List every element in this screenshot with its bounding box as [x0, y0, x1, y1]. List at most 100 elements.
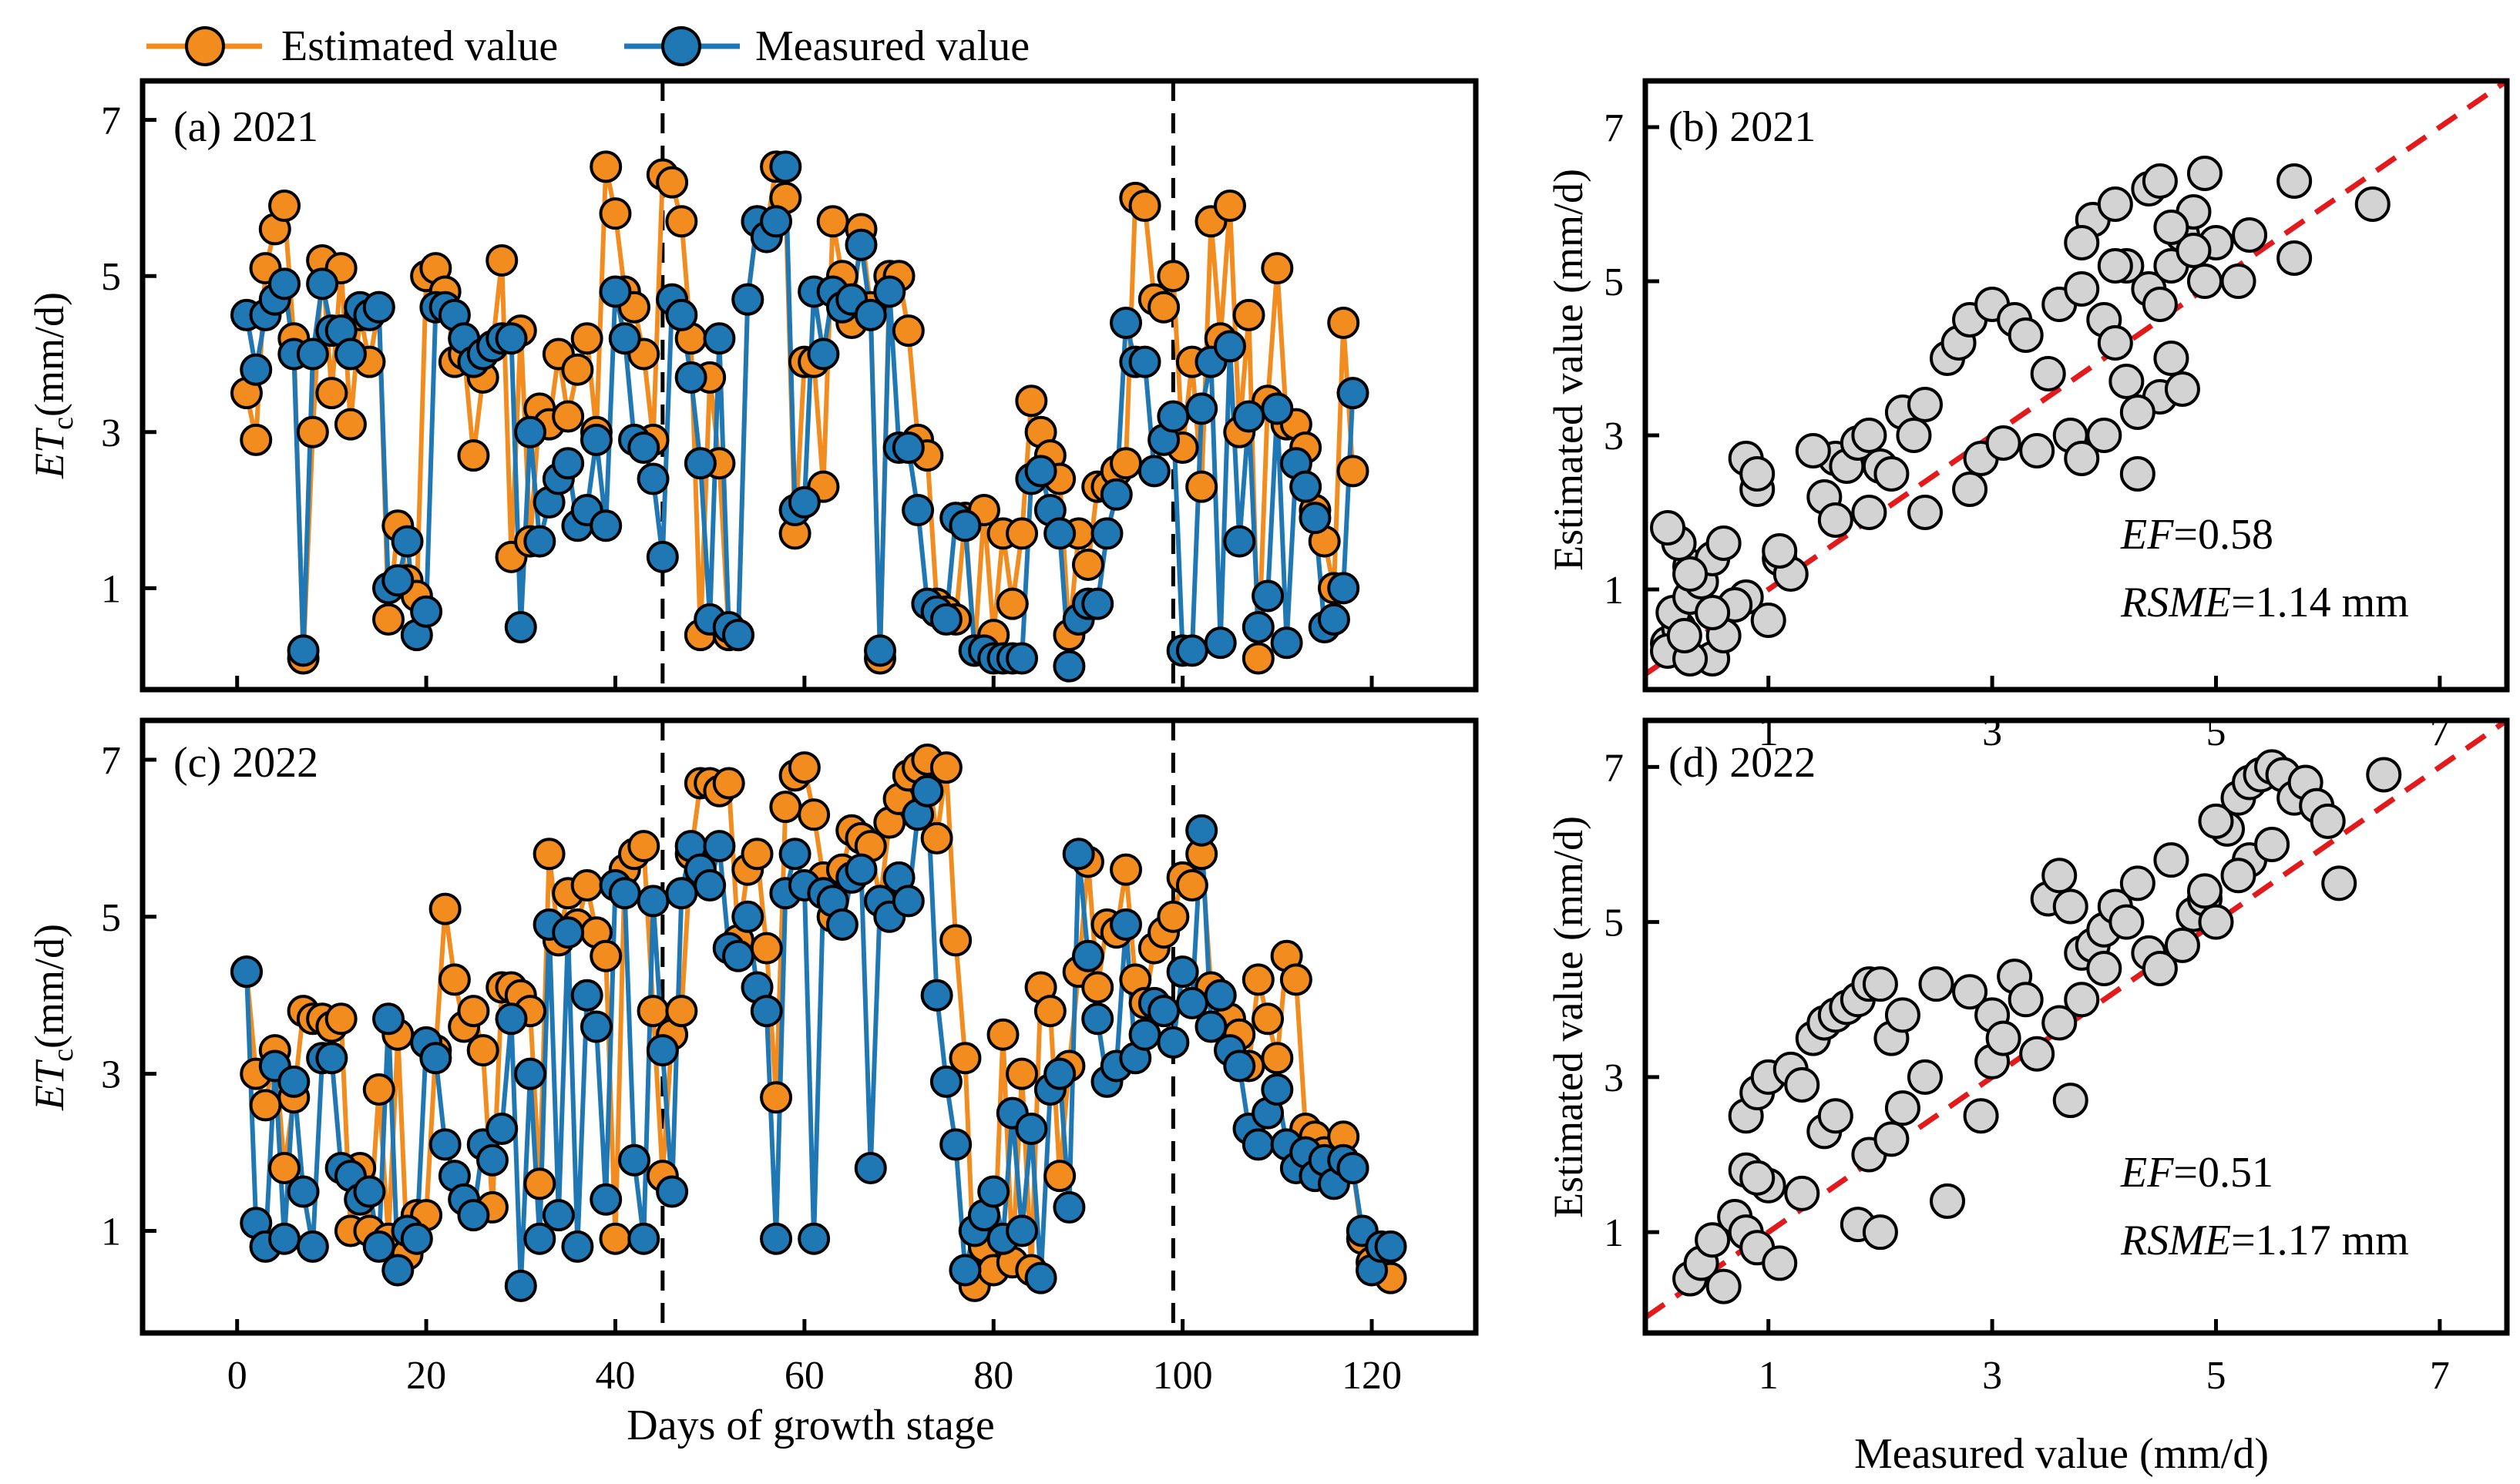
panel-c-series-1-point [892, 885, 925, 918]
panel-c-series-1-point [362, 1230, 395, 1263]
panel-c-series-1-point [381, 1254, 415, 1287]
panel-c-series-1-point [268, 1222, 301, 1255]
panel-b-scatter-point [2119, 456, 2155, 492]
panel-a-series-1-point [599, 275, 632, 308]
panel-a-ytick-label: 5 [101, 255, 121, 299]
panel-c-series-0-point [1006, 1057, 1039, 1090]
panel-d-ylabel: Estimated value (mm/d) [1545, 816, 1591, 1218]
panel-c-series-1-point [552, 916, 585, 949]
panel-c-series-0-point [1175, 869, 1208, 902]
panel-a-series-1-point [1213, 330, 1246, 363]
panel-c-series-1-point [760, 1222, 793, 1255]
panel-a-series-1-point [362, 290, 395, 324]
panel-c-series-1-point [618, 1143, 651, 1177]
panel-d-scatter-point [2198, 803, 2234, 839]
panel-c-series-0-point [523, 1167, 556, 1200]
panel-b-ytick-label: 3 [1604, 415, 1624, 458]
panel-a-series-1-point [504, 610, 537, 643]
panel-b-scatter-point [1952, 472, 1988, 507]
panel-c-series-1-point [1374, 1230, 1407, 1263]
panel-d-scatter-point [2008, 982, 2044, 1018]
panel-c-series-1-point [570, 979, 603, 1012]
legend: Estimated value Measured value [146, 22, 1030, 70]
panel-d-scatter-point [1884, 1090, 1920, 1126]
panel-a-series-1-point [1185, 392, 1218, 425]
panel-d-scatter-point [1985, 1020, 2021, 1056]
panel-c-xtick-label: 60 [785, 1354, 825, 1398]
panel-c-series-1-point [1071, 939, 1104, 972]
panel-a-ylabel-sub: c [47, 417, 79, 430]
panel-a-series-1-point [268, 267, 301, 300]
panel-c-series-1-point [475, 1143, 509, 1177]
panel-a-series-1-point [1081, 587, 1114, 620]
panel-b-scatter-point [1985, 425, 2021, 461]
panel-c-series-0-point [788, 751, 821, 784]
panel-d-xtick-label: 1 [1759, 1354, 1779, 1398]
panel-c-series-1-point [703, 830, 736, 863]
panel-a-series-0-point [1006, 517, 1039, 550]
panel-c-series-1-point [1024, 1261, 1057, 1294]
panel-c-series-0-point [599, 1222, 632, 1255]
panel-c-xlabel: Days of growth stage [627, 1402, 994, 1449]
panel-d-xtick-label: 5 [2206, 1354, 2226, 1398]
panel-b-scatter-point [1666, 618, 1702, 653]
panel-c-series-1-point [778, 838, 811, 871]
panel-c-series-1-point [400, 1222, 433, 1255]
panel-c-series-0-point [428, 892, 462, 925]
panel-a-series-0-point [892, 314, 925, 347]
panel-b-scatter-point [2064, 271, 2100, 307]
panel-c-series-1-point [542, 1199, 575, 1232]
panel-c-series-0-point [362, 1073, 395, 1106]
panel-c-series-1-point [949, 1254, 982, 1287]
panel-c-series-1-point [1015, 1113, 1048, 1145]
panel-a-series-1-point [306, 267, 339, 300]
panel-b-scatter-point [1896, 418, 1932, 453]
panel-b-scatter-point [2119, 395, 2155, 430]
panel-c-series-0-point [1252, 1002, 1285, 1036]
panel-b-ytick-label: 7 [1604, 106, 1624, 150]
panel-a-series-1-point [608, 322, 641, 355]
panel-b-scatter-point [2153, 210, 2189, 245]
legend-measured-label: Measured value [755, 22, 1030, 70]
panel-b-scatter-point [1705, 525, 1742, 561]
panel-a-series-0-point [1242, 642, 1275, 675]
panel-d-scatter-point [2220, 858, 2256, 894]
panel-c-series-1-point [1081, 1002, 1114, 1036]
panel-b-scatter-point [2142, 287, 2178, 322]
panel-d-scatter-point [2153, 842, 2189, 878]
panel-a-series-1-point [665, 298, 698, 331]
panel-d-ef: EF=0.51 [2120, 1149, 2273, 1197]
panel-d-scatter-point [1862, 1214, 1898, 1251]
panel-b-scatter-point [2153, 341, 2189, 376]
panel-c-series-1-point [977, 1175, 1010, 1208]
panel-c-series-0-point [1081, 971, 1114, 1004]
panel-d-label: (d) 2022 [1668, 739, 1816, 787]
panel-a-series-0-point [1261, 252, 1294, 285]
panel-b-scatter-point [1695, 595, 1731, 630]
panel-c-series-1-point [646, 1034, 679, 1067]
panel-d-scatter-point [2321, 865, 2357, 901]
panel-a-series-1-point [1024, 455, 1057, 488]
panel-d-xlabel: Measured value (mm/d) [1854, 1430, 2269, 1478]
panel-b-ef-label: EF [2120, 511, 2174, 559]
panel-d-scatter-point [2041, 858, 2078, 894]
panel-d-scatter-point [2366, 757, 2402, 793]
panel-b-ytick-label: 1 [1604, 569, 1624, 613]
panel-c-series-1-point [1043, 1057, 1077, 1090]
panel-a-series-1-point [1100, 478, 1133, 511]
panel-c-ytick-label: 5 [101, 896, 121, 940]
panel-c-series-1-point [1110, 908, 1143, 941]
panel-a-series-0-point [1185, 470, 1218, 503]
panel-a-series-0-point [570, 322, 603, 355]
panel-c-ytick-label: 7 [101, 739, 121, 783]
panel-d-scatter-point [2064, 982, 2100, 1018]
panel-c-xtick-label: 80 [973, 1354, 1013, 1398]
panel-b-scatter-point [2086, 418, 2122, 453]
panel-b-scatter-point [2097, 248, 2133, 284]
panel-b-scatter-point [2108, 364, 2145, 399]
panel-c-series-1-point [608, 877, 641, 910]
legend-estimated-marker [185, 26, 225, 66]
panel-a-series-1-point [1223, 525, 1256, 558]
legend-measured-marker [661, 26, 701, 66]
panel-c-series-1-point [353, 1175, 386, 1208]
